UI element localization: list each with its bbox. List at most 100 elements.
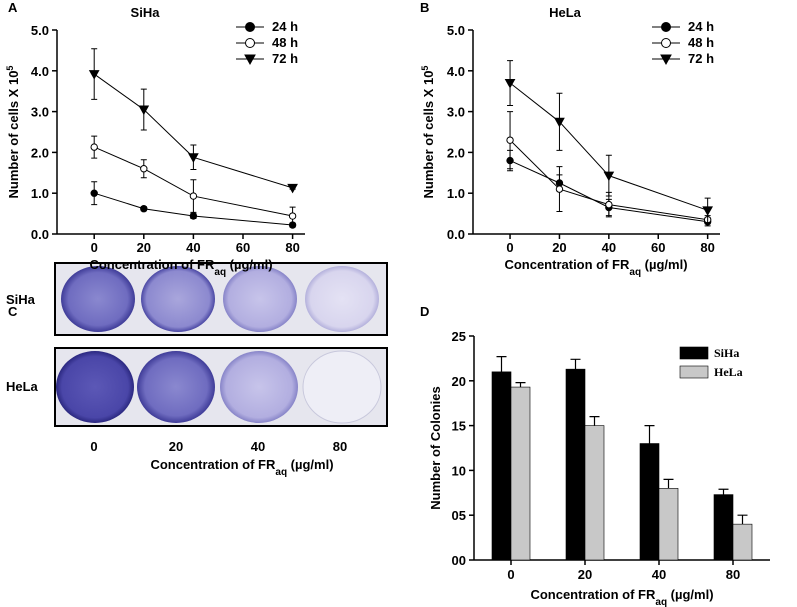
x-axis-title-suffix: (µg/ml) (667, 587, 713, 602)
chart-title: HeLa (549, 5, 582, 20)
series-line (94, 146, 293, 217)
bar (491, 371, 512, 561)
legend-label: 48 h (688, 35, 714, 50)
marker (138, 105, 150, 116)
legend-label: 72 h (272, 51, 298, 66)
y-tick-label: 1.0 (447, 186, 465, 201)
panel-letter: A (8, 0, 18, 15)
marker (504, 79, 516, 89)
x-tick-label: 20 (137, 240, 151, 255)
marker (189, 192, 198, 200)
bar (565, 368, 586, 561)
y-tick-label: 4.0 (31, 64, 49, 79)
legend-marker (661, 38, 671, 48)
y-tick-label: 4.0 (447, 64, 465, 79)
marker (555, 185, 564, 193)
legend-label: 48 h (272, 35, 298, 50)
y-tick-label: 5.0 (31, 23, 49, 38)
y-axis-title-superscript: 5 (420, 66, 430, 71)
y-tick-label: 1.0 (31, 186, 49, 201)
error-bar (644, 425, 655, 444)
series-line (94, 192, 293, 226)
x-axis-title-text: Concentration of FR (89, 257, 215, 272)
x-tick-label: 40 (652, 567, 666, 582)
error-bar (663, 478, 674, 489)
error-bar (589, 416, 600, 426)
bar (639, 443, 660, 561)
bar (584, 425, 605, 561)
legend-label: 72 h (688, 51, 714, 66)
x-tick-label: 60 (236, 240, 250, 255)
y-axis-title-text: Number of cells X 10 (421, 71, 436, 199)
y-tick-label: 10 (452, 463, 466, 478)
marker (554, 117, 565, 128)
x-tick-label: 40 (186, 240, 200, 255)
x-axis-title: Concentration of FRaq (µg/ml) (89, 257, 272, 278)
legend-marker (244, 54, 256, 66)
y-axis-title: Number of cells X 105 (420, 66, 436, 199)
column-label: 80 (333, 439, 347, 454)
legend-marker (245, 38, 255, 48)
legend-marker (245, 22, 255, 32)
x-axis-title-suffix: (µg/ml) (287, 457, 333, 472)
legend-label: HeLa (714, 365, 743, 379)
error-bar (570, 358, 581, 370)
chart-title: SiHa (131, 5, 161, 20)
error-bar (496, 356, 507, 372)
series-line (509, 82, 708, 211)
error-bar (515, 381, 526, 388)
y-axis-title-superscript: 5 (5, 66, 15, 71)
series-line (93, 73, 293, 189)
x-axis-title-text: Concentration of FR (504, 257, 630, 272)
plate-photo (54, 262, 388, 427)
bar (658, 488, 679, 561)
bar (732, 523, 753, 561)
marker (140, 165, 148, 173)
y-tick-label: 15 (452, 419, 466, 434)
y-tick-label: 2.0 (447, 145, 465, 160)
legend-swatch (679, 346, 709, 360)
x-axis-title: Concentration of FRaq (µg/ml) (150, 457, 333, 478)
y-axis-title-text: Number of cells X 10 (6, 71, 21, 199)
x-axis-title-subscript: aq (629, 267, 641, 278)
x-tick-label: 0 (91, 240, 98, 255)
x-axis-title-subscript: aq (655, 597, 667, 607)
panel-letter: D (420, 304, 429, 319)
x-tick-label: 80 (726, 567, 740, 582)
y-tick-label: 0.0 (31, 227, 49, 242)
marker (90, 189, 98, 197)
y-tick-label: 05 (452, 508, 466, 523)
y-tick-label: 5.0 (447, 23, 465, 38)
marker (605, 200, 613, 209)
x-axis-title-suffix: (µg/ml) (226, 257, 272, 272)
legend-label: 24 h (272, 19, 298, 34)
legend-label: SiHa (714, 346, 739, 360)
column-label: 40 (251, 439, 265, 454)
x-axis-title: Concentration of FRaq (µg/ml) (530, 587, 713, 607)
y-tick-label: 00 (452, 553, 466, 568)
x-tick-label: 80 (285, 240, 299, 255)
legend-marker (661, 22, 671, 32)
panel-letter: C (8, 304, 18, 319)
y-tick-label: 25 (452, 329, 466, 344)
legend-label: 24 h (688, 19, 714, 34)
x-axis-title-subscript: aq (214, 267, 226, 278)
marker (288, 212, 297, 220)
x-axis-title-text: Concentration of FR (150, 457, 276, 472)
marker (506, 136, 514, 144)
bar (713, 494, 734, 561)
panel-letter: B (420, 0, 429, 15)
y-tick-label: 20 (452, 374, 466, 389)
error-bar (718, 488, 729, 495)
x-axis-title-suffix: (µg/ml) (641, 257, 687, 272)
marker (603, 171, 615, 182)
marker (88, 70, 100, 80)
x-tick-label: 80 (700, 240, 714, 255)
y-axis-title-text: Number of Colonies (428, 386, 443, 510)
series-line (509, 160, 708, 223)
x-axis-title-subscript: aq (275, 467, 287, 478)
y-tick-label: 2.0 (31, 145, 49, 160)
x-tick-label: 60 (651, 240, 665, 255)
column-label: 20 (169, 439, 183, 454)
